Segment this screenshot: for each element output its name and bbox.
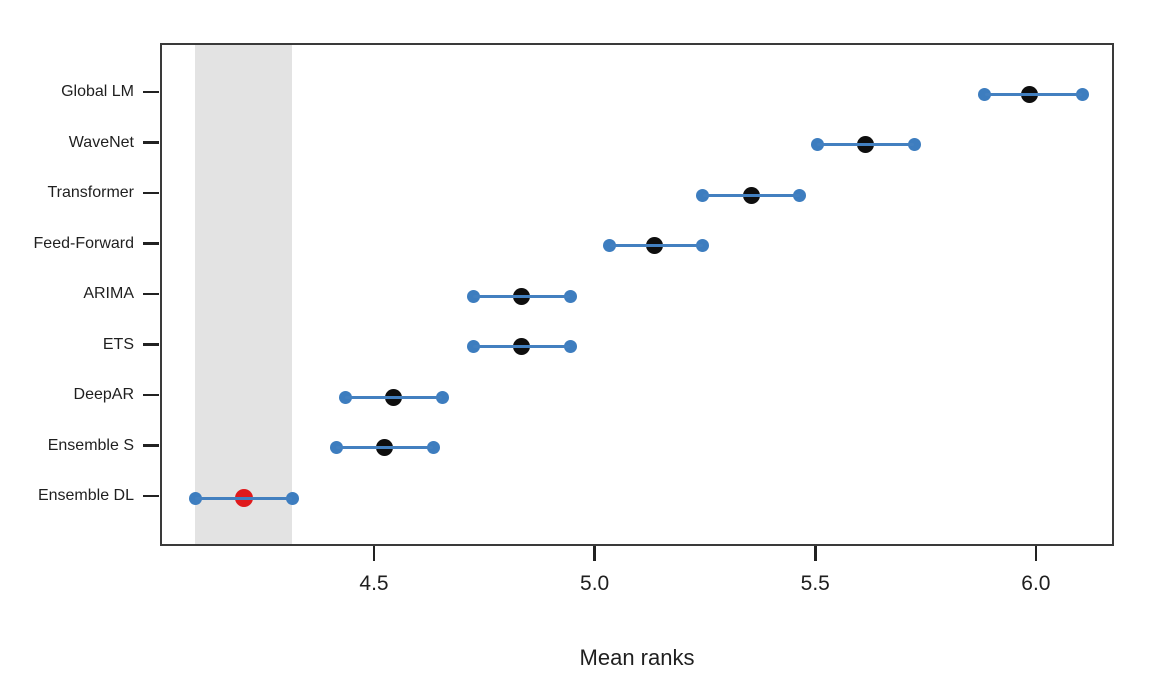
x-axis-tick-label: 4.5 (359, 572, 389, 595)
x-axis-title: Mean ranks (579, 645, 695, 670)
confidence-interval-line (473, 345, 571, 348)
y-axis-label: Ensemble DL (37, 487, 134, 504)
ci-upper-dot (285, 491, 299, 505)
y-axis-tick (143, 242, 159, 245)
x-axis-tick-label: 5.5 (800, 572, 830, 595)
x-axis-tick (1034, 546, 1038, 561)
y-axis-label: Transformer (47, 184, 134, 201)
x-axis-tick (593, 546, 596, 561)
y-axis-tick (143, 393, 159, 397)
y-axis-tick (143, 343, 159, 346)
ci-upper-dot (907, 138, 921, 151)
x-axis-tick-label: 5.0 (580, 572, 610, 595)
y-axis-tick (143, 191, 159, 195)
ci-upper-dot (426, 441, 440, 454)
x-axis-tick (372, 546, 376, 561)
ci-upper-dot (563, 340, 577, 353)
confidence-interval-line (195, 496, 293, 500)
y-axis-tick (143, 292, 159, 296)
confidence-interval-line (473, 294, 571, 298)
significance-band (195, 45, 293, 544)
y-axis-label: Feed-Forward (33, 234, 134, 252)
y-axis-label: WaveNet (68, 133, 134, 151)
y-axis-tick (143, 141, 159, 144)
confidence-interval-line (984, 92, 1082, 96)
ci-upper-dot (435, 390, 449, 404)
y-axis-label: DeepAR (73, 386, 134, 403)
x-axis-tick (814, 546, 817, 561)
y-axis-tick (143, 444, 159, 447)
plot-area (160, 43, 1114, 546)
confidence-interval-line (609, 244, 703, 247)
x-axis-tick-label: 6.0 (1021, 572, 1051, 595)
y-axis-tick (143, 494, 159, 498)
ci-upper-dot (1075, 87, 1089, 101)
ci-upper-dot (793, 188, 807, 202)
confidence-interval-line (345, 395, 443, 399)
confidence-interval-line (702, 193, 800, 197)
y-axis-label: Ensemble S (47, 436, 134, 454)
y-axis-tick (143, 90, 159, 94)
y-axis-label: ARIMA (83, 285, 134, 302)
y-axis-label: Global LM (61, 83, 134, 100)
ci-upper-dot (563, 289, 577, 303)
confidence-interval-line (817, 143, 915, 146)
ci-upper-dot (696, 239, 710, 252)
confidence-interval-line (336, 446, 434, 449)
y-axis-label: ETS (102, 335, 134, 353)
